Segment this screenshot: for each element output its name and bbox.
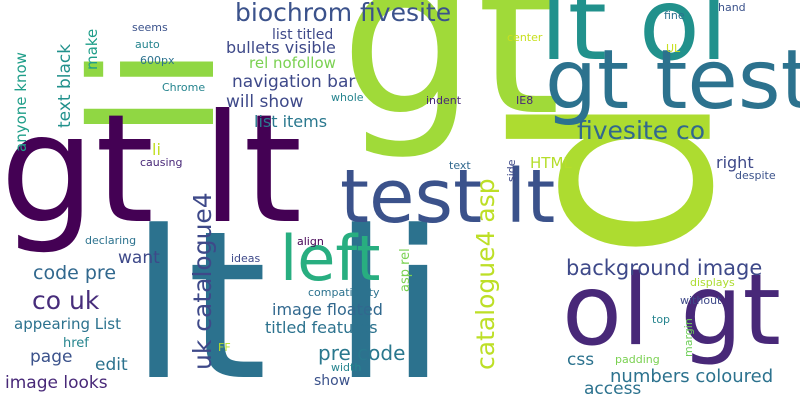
word-ideas: ideas: [231, 252, 261, 265]
word-pre-code: pre code: [318, 341, 406, 365]
word-left: left: [280, 222, 381, 295]
word-numbers-coloured: numbers coloured: [610, 366, 774, 387]
word-side: side: [505, 159, 518, 182]
word-image-floated: image floated: [272, 300, 383, 319]
word-asp-rel: asp rel: [398, 248, 413, 292]
word-biochrom-fivesite: biochrom fivesite: [235, 0, 452, 27]
word-lt-ol: lt ol: [540, 0, 728, 83]
word-want: want: [118, 248, 160, 268]
word-auto: auto: [135, 38, 160, 51]
word-whole: whole: [331, 91, 364, 104]
word-appearing-list: appearing List: [14, 315, 122, 333]
word-causing: causing: [140, 156, 183, 169]
word-text-black: text black: [55, 43, 75, 128]
word-catalogue4-asp: catalogue4 asp: [471, 178, 500, 370]
word-test-lt: test lt: [340, 154, 556, 240]
word-background-image: background image: [566, 256, 763, 280]
word-lt-li: lt li: [130, 188, 447, 400]
word-fivesite-co: fivesite co: [577, 116, 706, 145]
word-gt-lt: gt lt: [0, 83, 303, 257]
word-margin: margin: [682, 318, 695, 357]
word-ie8: IE8: [516, 94, 534, 107]
word-href: href: [63, 336, 89, 351]
word-600px: 600px: [140, 54, 175, 67]
word-titled-features: titled features: [265, 318, 378, 337]
word-hand: hand: [718, 1, 746, 14]
word-compatibility: compatibility: [308, 286, 380, 299]
word-page: page: [30, 347, 73, 367]
word-seems: seems: [132, 21, 168, 34]
word-gt: gt: [340, 0, 561, 163]
word-uk-catalogue4: uk catalogue4: [188, 192, 217, 370]
word-show: show: [314, 373, 351, 389]
word-code-pre: code pre: [33, 262, 117, 284]
word-html: HTML: [530, 154, 572, 172]
word-css: css: [567, 350, 595, 370]
word-gt-test: gt test: [545, 33, 800, 128]
word-image-looks: image looks: [5, 373, 108, 393]
word-li-small: li: [152, 140, 161, 159]
word-ol-gt: ol gt: [562, 254, 781, 368]
word-without: without: [680, 294, 722, 307]
word-indent: indent: [426, 94, 462, 107]
word-despite: despite: [735, 169, 776, 182]
word-bullets-visible: bullets visible: [226, 38, 336, 57]
word-co-uk: co uk: [32, 286, 100, 315]
word-will-show: will show: [226, 92, 304, 112]
word-padding: padding: [615, 353, 660, 366]
word-displays: displays: [690, 276, 735, 289]
word-text: text: [449, 159, 471, 172]
word-align: align: [297, 235, 324, 248]
word-list-items: list items: [254, 112, 328, 131]
word-make: make: [83, 28, 101, 70]
word-right: right: [716, 153, 754, 172]
word-access: access: [584, 379, 642, 399]
word-chrome: Chrome: [162, 81, 206, 94]
word-list-titled: list titled: [272, 27, 334, 43]
word-width: width: [331, 361, 362, 374]
word-anyone-know: anyone know: [12, 52, 30, 152]
word-center: center: [507, 31, 543, 44]
word-ff: FF: [218, 341, 231, 354]
word-rel-nofollow: rel nofollow: [249, 54, 336, 72]
word-fine: fine: [664, 9, 685, 22]
word-ul: UL: [666, 42, 681, 55]
word-navigation-bar: navigation bar: [232, 72, 356, 92]
word-declaring: declaring: [85, 234, 137, 247]
word-top: top: [652, 313, 671, 326]
word-edit: edit: [95, 355, 128, 375]
